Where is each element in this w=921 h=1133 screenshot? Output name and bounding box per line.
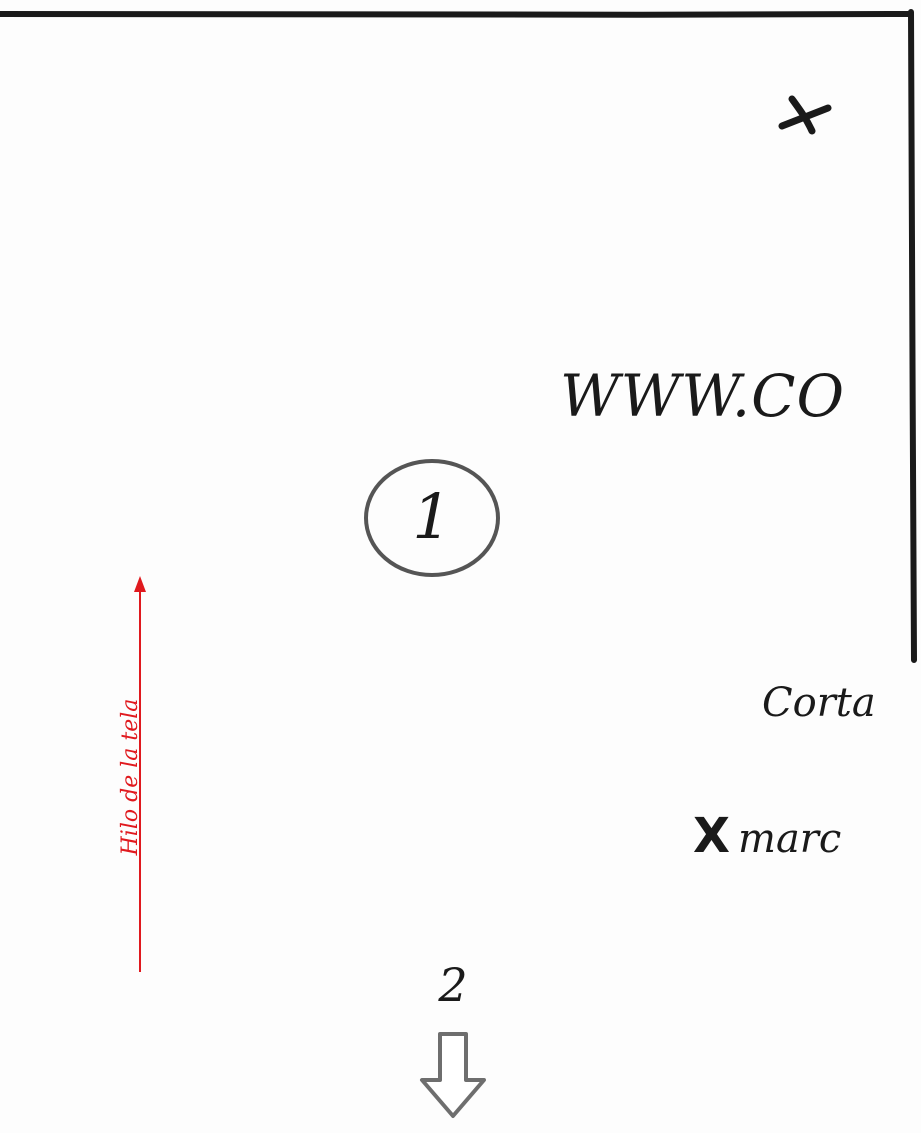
website-url-text: WWW.CO — [560, 362, 846, 430]
piece-number: 1 — [412, 480, 452, 553]
pattern-right-edge — [908, 9, 917, 663]
next-piece-number: 2 — [438, 958, 468, 1012]
mark-instruction-text: marc — [738, 816, 842, 862]
pattern-top-edge — [0, 10, 914, 18]
mark-symbol: X — [693, 808, 731, 864]
cut-instruction: Corta — [762, 680, 876, 726]
